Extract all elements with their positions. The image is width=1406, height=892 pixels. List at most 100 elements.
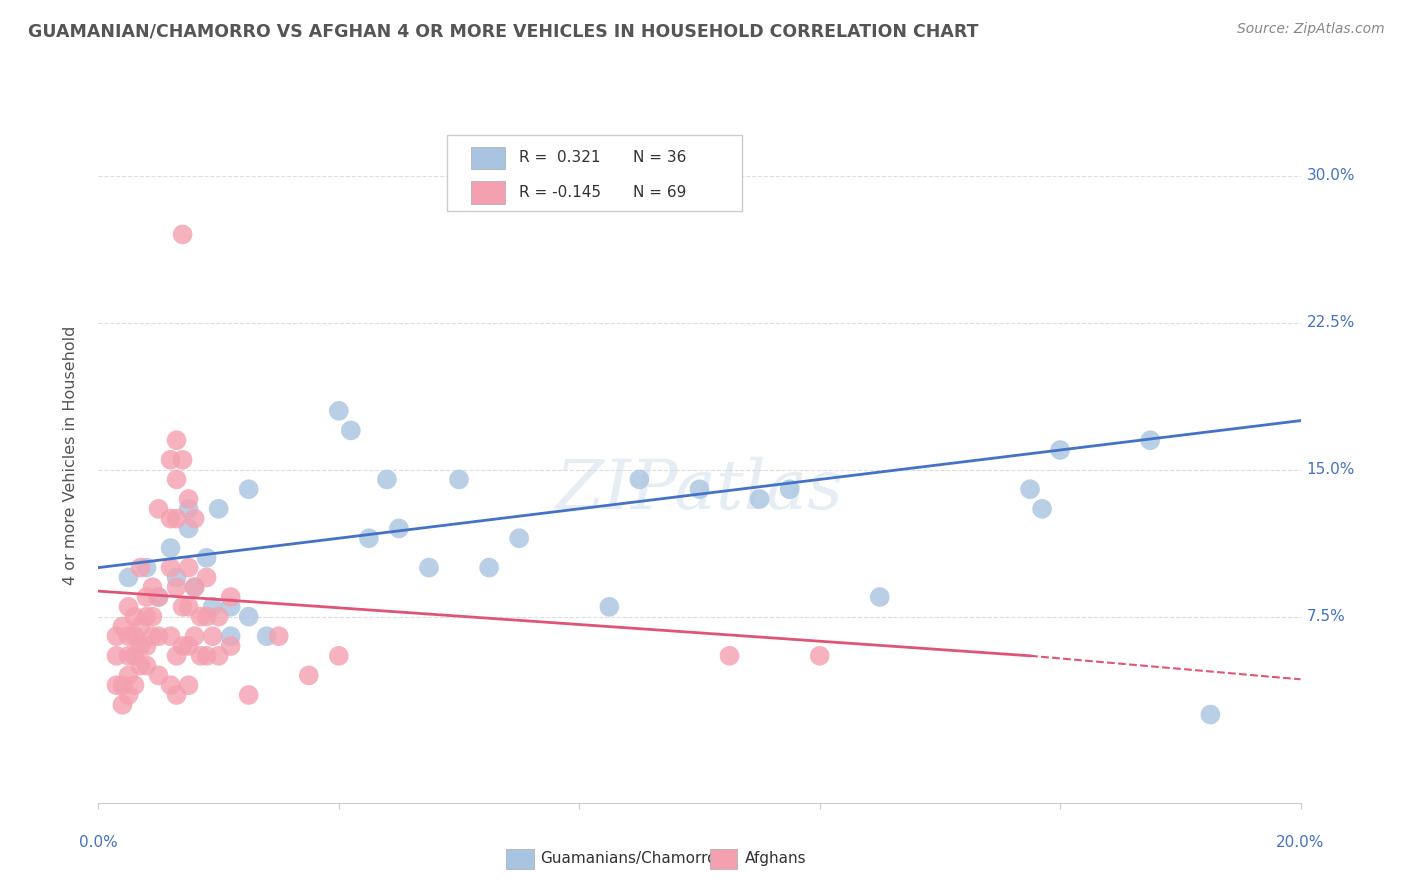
Text: Guamanians/Chamorros: Guamanians/Chamorros	[540, 851, 725, 865]
Point	[177, 599, 200, 614]
Point	[478, 560, 501, 574]
Point	[166, 511, 188, 525]
Point	[357, 531, 380, 545]
Point	[159, 678, 181, 692]
Point	[124, 678, 146, 692]
Point	[718, 648, 741, 663]
Point	[172, 599, 194, 614]
Point	[195, 550, 218, 565]
Point	[219, 590, 242, 604]
Point	[183, 580, 205, 594]
Point	[177, 491, 200, 506]
Point	[111, 698, 134, 712]
Point	[219, 639, 242, 653]
Text: R = -0.145: R = -0.145	[519, 186, 602, 200]
Point	[298, 668, 321, 682]
Point	[117, 668, 139, 682]
Point	[1031, 501, 1053, 516]
Text: 15.0%: 15.0%	[1306, 462, 1355, 477]
Point	[208, 609, 231, 624]
Point	[238, 609, 260, 624]
Point	[808, 648, 831, 663]
Point	[177, 639, 200, 653]
Point	[148, 629, 170, 643]
Point	[124, 648, 146, 663]
Point	[172, 452, 194, 467]
Point	[328, 404, 350, 418]
Point	[1139, 434, 1161, 448]
Point	[195, 609, 218, 624]
Text: Source: ZipAtlas.com: Source: ZipAtlas.com	[1237, 22, 1385, 37]
Y-axis label: 4 or more Vehicles in Household: 4 or more Vehicles in Household	[63, 326, 77, 584]
Point	[183, 580, 205, 594]
Point	[141, 629, 163, 643]
Text: 7.5%: 7.5%	[1306, 609, 1346, 624]
Point	[124, 609, 146, 624]
Point	[201, 629, 224, 643]
Point	[135, 658, 157, 673]
Point	[148, 668, 170, 682]
Text: GUAMANIAN/CHAMORRO VS AFGHAN 4 OR MORE VEHICLES IN HOUSEHOLD CORRELATION CHART: GUAMANIAN/CHAMORRO VS AFGHAN 4 OR MORE V…	[28, 22, 979, 40]
Point	[135, 639, 157, 653]
Text: R =  0.321: R = 0.321	[519, 151, 600, 165]
Point	[135, 609, 157, 624]
Point	[105, 678, 128, 692]
Point	[1019, 482, 1042, 496]
Point	[117, 688, 139, 702]
Point	[508, 531, 530, 545]
Point	[219, 599, 242, 614]
Point	[208, 648, 231, 663]
Point	[159, 511, 181, 525]
Point	[172, 639, 194, 653]
Point	[166, 472, 188, 486]
Point	[628, 472, 651, 486]
Text: 0.0%: 0.0%	[79, 836, 118, 850]
Point	[598, 599, 620, 614]
Text: N = 36: N = 36	[633, 151, 686, 165]
Point	[166, 434, 188, 448]
Point	[195, 570, 218, 584]
Point	[129, 658, 152, 673]
Point	[177, 501, 200, 516]
Point	[141, 580, 163, 594]
Point	[135, 560, 157, 574]
Point	[1049, 443, 1071, 458]
Point	[129, 560, 152, 574]
Point	[159, 541, 181, 555]
Point	[340, 424, 363, 438]
Text: Afghans: Afghans	[745, 851, 806, 865]
Point	[195, 648, 218, 663]
Point	[159, 629, 181, 643]
Point	[418, 560, 440, 574]
Point	[159, 560, 181, 574]
Point	[166, 648, 188, 663]
Point	[141, 609, 163, 624]
Point	[117, 648, 139, 663]
Point	[172, 227, 194, 242]
Point	[328, 648, 350, 663]
Point	[177, 678, 200, 692]
Point	[129, 639, 152, 653]
Text: 22.5%: 22.5%	[1306, 315, 1355, 330]
FancyBboxPatch shape	[447, 135, 741, 211]
FancyBboxPatch shape	[471, 181, 505, 203]
Point	[183, 511, 205, 525]
Point	[1199, 707, 1222, 722]
Point	[869, 590, 891, 604]
Point	[219, 629, 242, 643]
Point	[166, 570, 188, 584]
Point	[111, 678, 134, 692]
Point	[256, 629, 278, 643]
Point	[388, 521, 411, 535]
Point	[105, 629, 128, 643]
Point	[166, 688, 188, 702]
Point	[238, 688, 260, 702]
Point	[148, 590, 170, 604]
Point	[688, 482, 710, 496]
Point	[117, 629, 139, 643]
Text: 30.0%: 30.0%	[1306, 168, 1355, 183]
Point	[183, 629, 205, 643]
Point	[238, 482, 260, 496]
Point	[779, 482, 801, 496]
Point	[135, 590, 157, 604]
